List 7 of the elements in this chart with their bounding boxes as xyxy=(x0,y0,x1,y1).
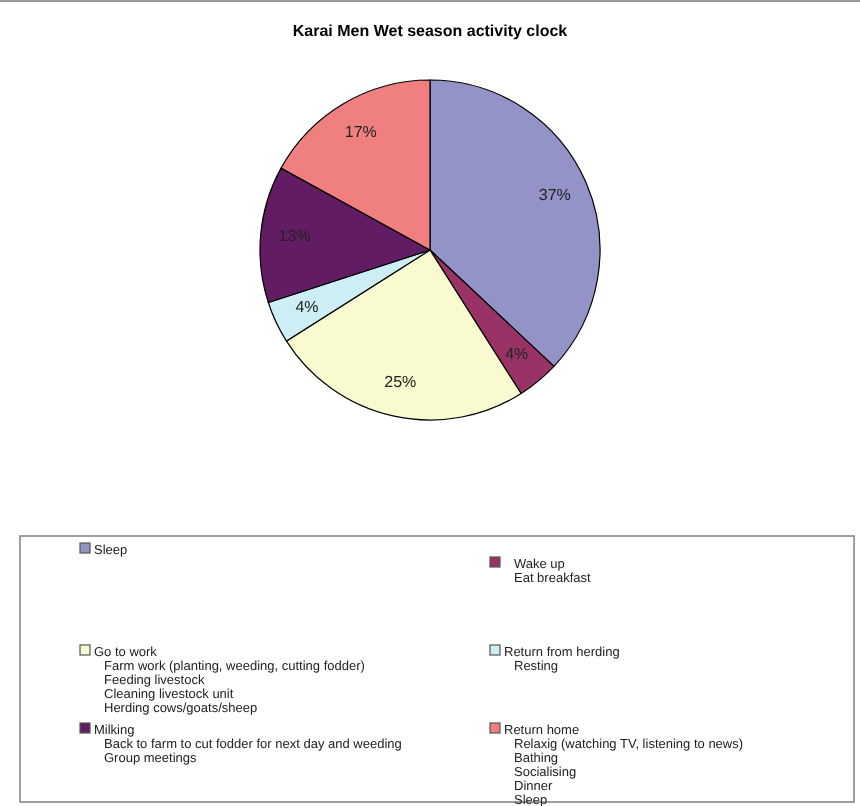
data-label: 37% xyxy=(538,186,571,205)
data-label: 13% xyxy=(278,227,311,246)
data-label: 25% xyxy=(384,372,417,391)
data-label: 17% xyxy=(344,123,377,142)
data-label: 4% xyxy=(295,298,319,317)
data-label: 4% xyxy=(505,345,529,364)
chart-title: Karai Men Wet season activity clock xyxy=(292,22,569,40)
